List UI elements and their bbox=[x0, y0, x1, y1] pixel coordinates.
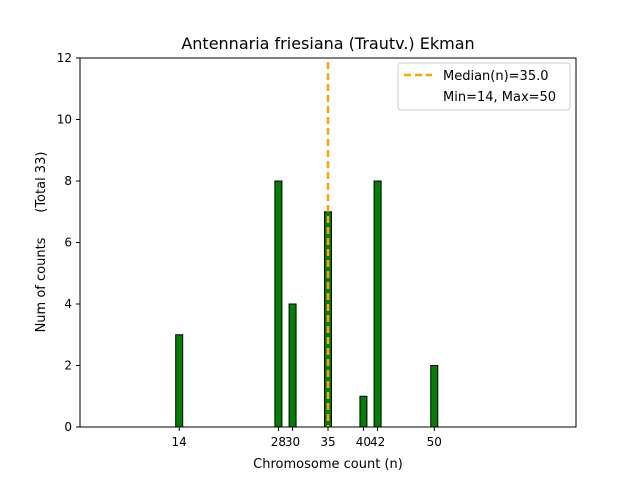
x-tick-label: 50 bbox=[427, 435, 442, 449]
bar-30 bbox=[288, 303, 297, 428]
y-axis-label: Num of counts (Total 33) bbox=[34, 152, 49, 333]
bar-50 bbox=[430, 365, 439, 428]
y-axis-ticks: 0 2 4 6 8 10 12 bbox=[57, 51, 80, 434]
chart-title: Antennaria friesiana (Trautv.) Ekman bbox=[181, 34, 474, 53]
y-tick-label: 10 bbox=[57, 113, 72, 127]
y-tick-label: 4 bbox=[64, 297, 72, 311]
y-tick-label: 12 bbox=[57, 51, 72, 65]
legend-median-label: Median(n)=35.0 bbox=[443, 69, 549, 84]
bar-28 bbox=[274, 180, 283, 428]
x-tick-label: 28 bbox=[271, 435, 286, 449]
x-tick-label: 30 bbox=[285, 435, 300, 449]
legend-range-label: Min=14, Max=50 bbox=[443, 90, 556, 105]
x-axis-label: Chromosome count (n) bbox=[253, 457, 403, 472]
y-tick-label: 0 bbox=[64, 420, 72, 434]
x-tick-label: 40 bbox=[356, 435, 371, 449]
y-tick-label: 6 bbox=[64, 236, 72, 250]
y-tick-label: 8 bbox=[64, 174, 72, 188]
x-tick-label: 42 bbox=[370, 435, 385, 449]
y-tick-label: 2 bbox=[64, 359, 72, 373]
bars bbox=[175, 180, 439, 428]
legend: Median(n)=35.0 Min=14, Max=50 bbox=[397, 62, 571, 111]
bar-14 bbox=[175, 334, 184, 428]
bar-40 bbox=[359, 395, 368, 428]
x-tick-label: 35 bbox=[320, 435, 335, 449]
legend-box bbox=[397, 62, 571, 111]
x-tick-label: 14 bbox=[172, 435, 187, 449]
bar-42 bbox=[373, 180, 382, 428]
